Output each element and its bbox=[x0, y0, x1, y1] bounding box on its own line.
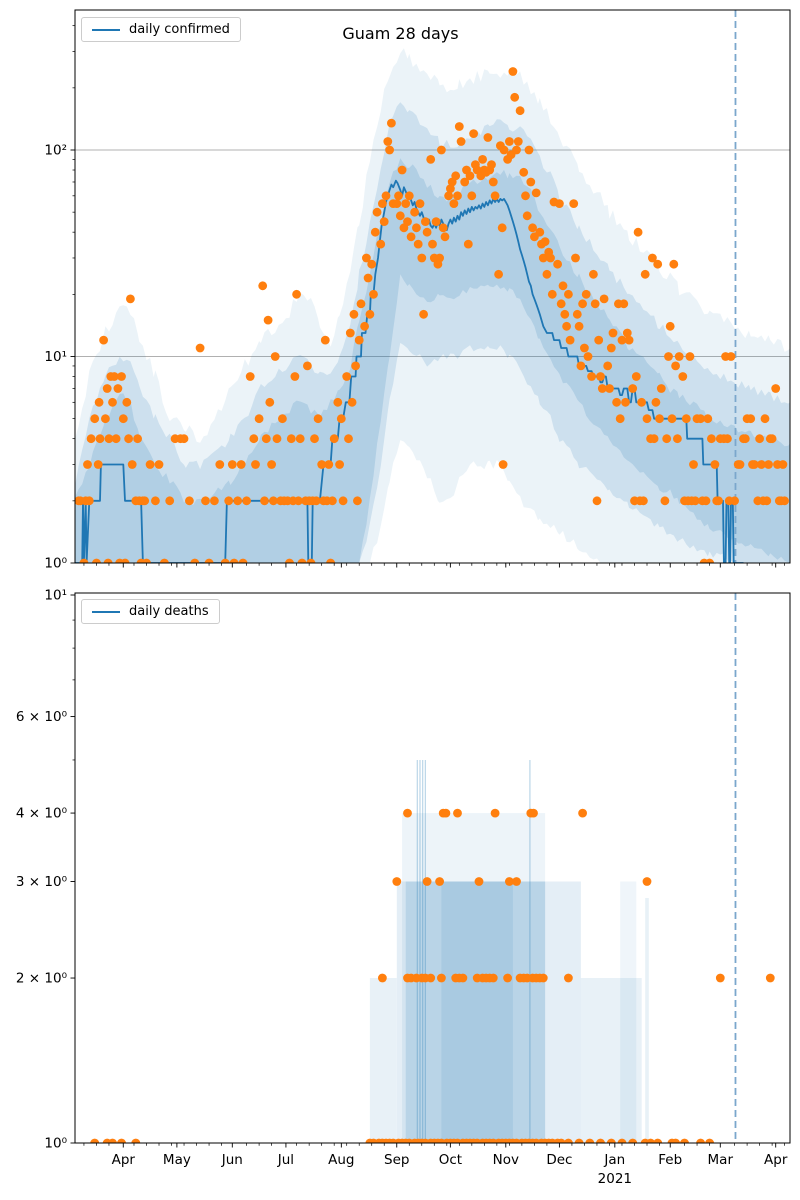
chart-title: Guam 28 days bbox=[342, 24, 459, 43]
axes-spines bbox=[74, 592, 791, 1144]
top-panel bbox=[75, 10, 790, 563]
legend-line-swatch bbox=[92, 28, 120, 31]
x-tick-label: Jun bbox=[221, 1152, 243, 1168]
y-tick-label: 10⁰ bbox=[44, 556, 67, 572]
axes: 10⁰ 10¹ 10² bbox=[44, 9, 791, 572]
y-tick-label: 3 × 10⁰ bbox=[16, 874, 67, 890]
legend-bottom-label: daily deaths bbox=[129, 604, 209, 619]
x-tick-label: Aug bbox=[328, 1152, 354, 1168]
deaths-bands bbox=[369, 759, 649, 1143]
x-tick-label: Dec bbox=[546, 1152, 572, 1168]
y-tick-label: 10¹ bbox=[44, 588, 67, 604]
x-tick-label: Apr bbox=[112, 1152, 136, 1168]
x-tick-label: Jul bbox=[277, 1152, 294, 1168]
x-tick-label: Apr bbox=[764, 1152, 788, 1168]
y-tick-label: 4 × 10⁰ bbox=[16, 806, 67, 822]
x-tick-label: Oct bbox=[439, 1152, 462, 1168]
y-tick-label: 10² bbox=[44, 143, 67, 159]
y-tick-label: 10¹ bbox=[44, 349, 67, 365]
y-tick-label: 6 × 10⁰ bbox=[16, 709, 67, 725]
x-tick-label: Feb bbox=[658, 1152, 682, 1168]
x-tick-label: May bbox=[163, 1152, 191, 1168]
axes: 10⁰ 2 × 10⁰ 3 × 10⁰ 4 × 10⁰ 6 × 10⁰ 10¹ Apr May… bbox=[16, 588, 791, 1187]
band bbox=[75, 102, 790, 563]
x-tick-label: Jan bbox=[603, 1152, 625, 1168]
daily-confirmed-scatter bbox=[75, 67, 789, 563]
y-tick-label: 10⁰ bbox=[44, 1136, 67, 1152]
legend-top: daily confirmed bbox=[81, 17, 241, 42]
confidence-bands bbox=[75, 48, 790, 563]
legend-bottom: daily deaths bbox=[81, 599, 220, 624]
y-tick-label: 2 × 10⁰ bbox=[16, 971, 67, 987]
x-tick-label: Mar bbox=[708, 1152, 734, 1168]
bottom-panel bbox=[90, 593, 775, 1143]
x-tick-label: Nov bbox=[493, 1152, 519, 1168]
daily-deaths-scatter bbox=[90, 808, 775, 1143]
axes-spines bbox=[74, 9, 791, 564]
x-axis-year-label: 2021 bbox=[598, 1171, 632, 1187]
daily-confirmed-line bbox=[75, 179, 744, 563]
legend-line-swatch bbox=[92, 610, 120, 613]
x-tick-label: Sep bbox=[384, 1152, 409, 1168]
legend-top-label: daily confirmed bbox=[129, 22, 230, 37]
